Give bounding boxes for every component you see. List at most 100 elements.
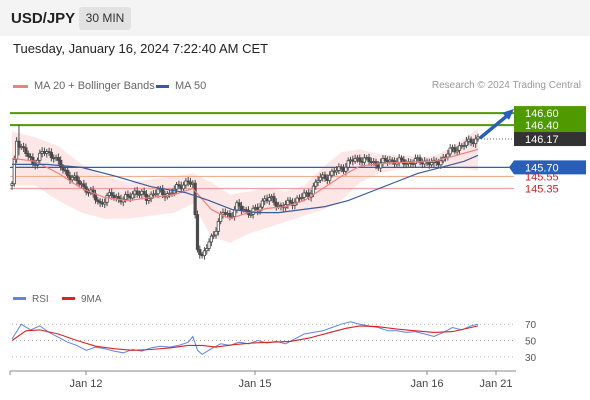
candle-body-up [181, 184, 186, 190]
candle-body-down [161, 188, 165, 196]
candle-body-down [91, 189, 95, 195]
candle-body-up [216, 221, 220, 232]
candle-body-down [383, 157, 387, 161]
candle-body-up [170, 192, 174, 195]
candle-body-down [323, 174, 327, 179]
candle-body-up [430, 162, 434, 166]
candle-body-down [66, 169, 70, 176]
legend-ma50-label: MA 50 [175, 80, 207, 92]
candle-body-up [175, 184, 179, 190]
candle-body-up [379, 162, 383, 169]
candle-body-up [353, 158, 357, 162]
candle-body-up [344, 166, 348, 172]
candle-body-up [232, 209, 237, 217]
legend-ma20-label: MA 20 + Bollinger Bands [34, 80, 155, 92]
candle-body-up [295, 197, 299, 203]
candle-body-up [362, 157, 366, 163]
candle-body-up [202, 250, 207, 257]
price-label-box-146.60 [514, 106, 586, 121]
candle-body-down [399, 157, 404, 161]
candle-body-down [24, 147, 28, 154]
candle-body-down [358, 157, 362, 162]
ma20-line [11, 148, 479, 220]
candle-body-up [314, 181, 318, 187]
candle-body-up [214, 230, 218, 236]
candle-body-down [195, 214, 200, 250]
x-tick-Jan-16: Jan 16 [410, 378, 443, 390]
x-tick-Jan-15: Jan 15 [238, 378, 271, 390]
ma20-swatch [13, 84, 28, 88]
symbol-label: USD/JPY [11, 10, 76, 27]
candle-body-up [103, 201, 107, 205]
rsi-legend-label: RSI [32, 294, 49, 305]
candles [10, 125, 480, 260]
candle-body-up [404, 163, 408, 166]
candle-body-up [149, 193, 153, 200]
rsi-tick-70: 70 [525, 320, 537, 331]
candle-body-down [469, 138, 473, 143]
candle-body-up [147, 198, 151, 201]
legend-ma20: MA 20 + Bollinger Bands [13, 80, 155, 92]
candle-body-down [59, 159, 63, 168]
price-label-146.40: 146.40 [525, 120, 559, 132]
candle-body-up [209, 235, 213, 243]
candle-body-down [26, 153, 30, 157]
candle-body-up [464, 140, 469, 146]
candle-body-up [448, 147, 452, 155]
candle-body-down [61, 166, 65, 171]
candle-body-up [334, 169, 339, 173]
price-label-box-145.70 [514, 160, 586, 175]
candle-body-down [367, 157, 371, 163]
timestamp-label: Tuesday, January 16, 2024 7:22:40 AM CET [13, 41, 269, 56]
candle-body-down [186, 180, 190, 183]
candle-body-up [476, 136, 480, 140]
price-label-box-146.17 [514, 132, 586, 147]
candle-body-up [300, 197, 304, 199]
candle-body-down [274, 202, 278, 207]
candle-body-up [457, 145, 462, 151]
rsi-ma-legend-swatch [62, 297, 75, 300]
candle-body-down [21, 146, 26, 149]
candle-body-up [130, 193, 135, 199]
candle-body-up [124, 194, 128, 200]
rsi-legend-swatch [13, 297, 26, 300]
candle-body-down [453, 147, 457, 153]
candle-body-down [239, 205, 244, 211]
candle-body-up [337, 166, 341, 171]
candle-body-down [82, 183, 86, 188]
candle-body-up [462, 145, 466, 147]
candle-body-down [272, 196, 276, 203]
x-tick-Jan-12: Jan 12 [69, 378, 102, 390]
rsi-tick-30: 30 [525, 353, 537, 364]
candle-body-up [184, 180, 188, 186]
timeframe-badge[interactable]: 30 MIN [79, 7, 131, 30]
candle-body-down [142, 190, 146, 195]
candle-body-down [193, 182, 197, 216]
candle-body-down [75, 175, 79, 181]
rsi-tick-50: 50 [525, 337, 537, 348]
candle-body-up [137, 193, 142, 196]
candle-body-up [346, 160, 350, 168]
candle-body-up [105, 195, 109, 203]
candle-body-down [135, 190, 139, 195]
candle-body-up [212, 234, 216, 237]
candle-body-down [237, 202, 241, 207]
candle-body-up [311, 185, 315, 195]
candle-body-down [96, 199, 100, 202]
price-label-145.70: 145.70 [525, 162, 559, 174]
candle-body-down [374, 161, 378, 166]
candle-body-up [330, 170, 334, 176]
candle-body-up [260, 200, 264, 208]
candle-body-down [110, 192, 114, 196]
price-label-145.35: 145.35 [525, 183, 559, 195]
candle-body-up [156, 188, 160, 195]
x-tick-Jan-21: Jan 21 [479, 378, 512, 390]
candle-body-up [328, 174, 332, 181]
rsi-ma-legend-label: 9MA [81, 294, 102, 305]
candle-body-up [455, 149, 459, 153]
credit-label: Research © 2024 Trading Central [431, 80, 581, 91]
candle-body-up [154, 193, 158, 196]
price-label-box-146.40 [514, 118, 586, 133]
candle-body-down [56, 157, 60, 161]
